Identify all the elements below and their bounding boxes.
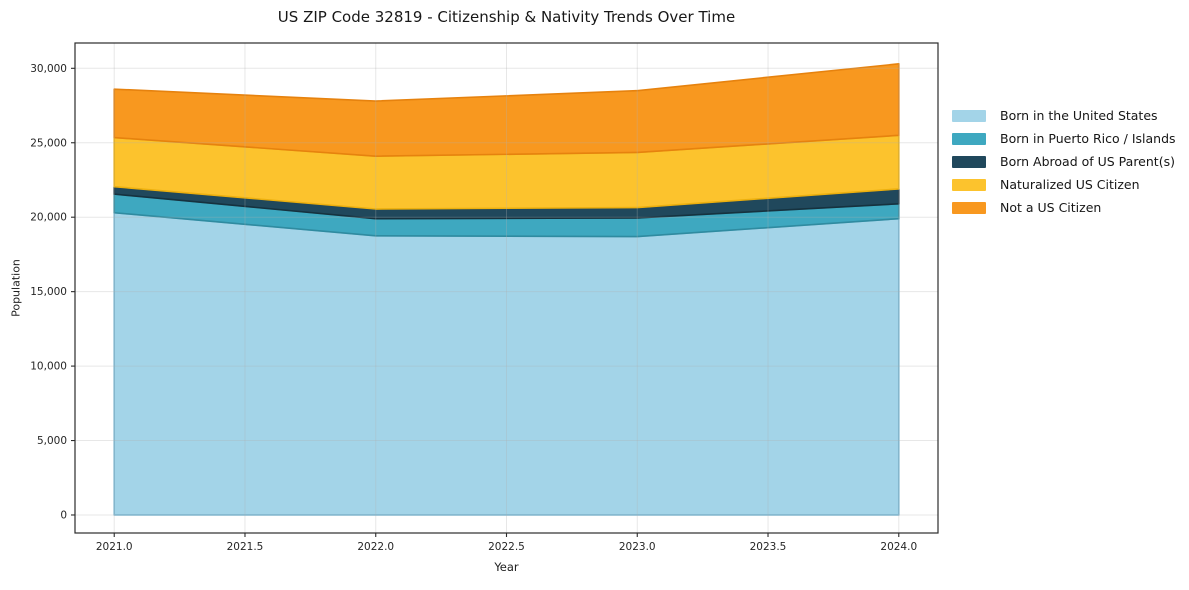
svg-text:0: 0 bbox=[60, 509, 67, 521]
legend-swatch-puerto-rico-icon bbox=[952, 132, 986, 145]
svg-text:2023.0: 2023.0 bbox=[619, 541, 656, 553]
legend: Born in the United States Born in Puerto… bbox=[952, 104, 1176, 219]
legend-item-naturalized: Naturalized US Citizen bbox=[952, 173, 1176, 196]
legend-swatch-born-us-icon bbox=[952, 109, 986, 122]
legend-swatch-not-citizen-icon bbox=[952, 201, 986, 214]
legend-label-born-us: Born in the United States bbox=[1000, 108, 1158, 123]
legend-label-puerto-rico: Born in Puerto Rico / Islands bbox=[1000, 131, 1176, 146]
svg-text:15,000: 15,000 bbox=[30, 286, 67, 298]
svg-text:2021.0: 2021.0 bbox=[96, 541, 133, 553]
x-axis-label: Year bbox=[494, 560, 519, 574]
legend-swatch-born-abroad-icon bbox=[952, 155, 986, 168]
svg-text:2022.5: 2022.5 bbox=[488, 541, 525, 553]
legend-item-not-citizen: Not a US Citizen bbox=[952, 196, 1176, 219]
svg-text:2022.0: 2022.0 bbox=[357, 541, 394, 553]
chart-title: US ZIP Code 32819 - Citizenship & Nativi… bbox=[277, 8, 736, 26]
legend-item-born-abroad: Born Abroad of US Parent(s) bbox=[952, 150, 1176, 173]
svg-text:30,000: 30,000 bbox=[30, 63, 67, 75]
legend-item-born-us: Born in the United States bbox=[952, 104, 1176, 127]
legend-item-puerto-rico: Born in Puerto Rico / Islands bbox=[952, 127, 1176, 150]
svg-text:2024.0: 2024.0 bbox=[880, 541, 917, 553]
legend-swatch-naturalized-icon bbox=[952, 178, 986, 191]
svg-text:2023.5: 2023.5 bbox=[750, 541, 787, 553]
legend-label-not-citizen: Not a US Citizen bbox=[1000, 200, 1102, 215]
legend-label-naturalized: Naturalized US Citizen bbox=[1000, 177, 1140, 192]
svg-text:20,000: 20,000 bbox=[30, 212, 67, 224]
svg-text:2021.5: 2021.5 bbox=[227, 541, 264, 553]
y-axis-label: Population bbox=[9, 259, 23, 317]
svg-text:25,000: 25,000 bbox=[30, 137, 67, 149]
legend-label-born-abroad: Born Abroad of US Parent(s) bbox=[1000, 154, 1175, 169]
svg-text:10,000: 10,000 bbox=[30, 361, 67, 373]
svg-text:5,000: 5,000 bbox=[37, 435, 67, 447]
